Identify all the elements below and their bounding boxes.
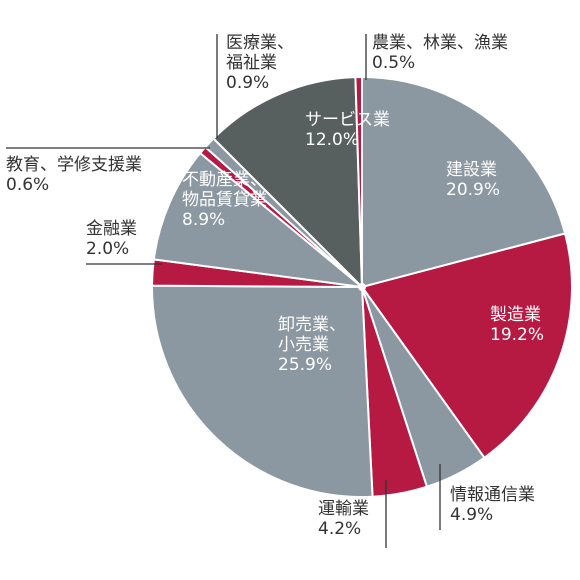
slice-name-2: 製造業 <box>490 305 541 325</box>
slice-label-8: 教育、学修支援業 0.6% <box>6 155 142 195</box>
slice-name-11: 農業、林業、漁業 <box>372 33 508 53</box>
slice-value-9: 0.9% <box>226 73 269 93</box>
slice-value-10: 12.0% <box>305 130 359 150</box>
slice-name-3: 情報通信業 <box>450 485 535 505</box>
pie-slice-7 <box>152 152 363 288</box>
slice-name-6: 金融業 <box>86 219 137 239</box>
pie-labels: 建設業 20.9%製造業 19.2%情報通信業 4.9%運輸業 4.2%卸売業、小売業 2… <box>6 33 544 548</box>
slice-value-1: 20.9% <box>446 180 500 200</box>
slice-label-11: 農業、林業、漁業 0.5% <box>372 33 508 73</box>
slice-label-5: 卸売業、小売業 25.9% <box>278 315 346 375</box>
slice-name-8: 教育、学修支援業 <box>6 155 142 175</box>
slice-value-11: 0.5% <box>372 53 415 73</box>
slice-label-7: 不動産業、物品賃貸業 8.9% <box>182 170 267 230</box>
pie-slice-10 <box>212 76 363 288</box>
slice-name-4: 運輸業 <box>318 499 369 519</box>
slice-value-2: 19.2% <box>490 325 544 345</box>
slice-name-1: 建設業 <box>446 160 497 180</box>
slice-label-9: 医療業、福祉業 0.9% <box>226 33 294 93</box>
pie-slice-1 <box>361 76 567 288</box>
slice-label-4: 運輸業 4.2% <box>318 499 369 539</box>
pie-slices <box>150 75 573 498</box>
pie-slice-2 <box>361 232 573 459</box>
slice-value-6: 2.0% <box>86 239 129 259</box>
slice-name-9: 福祉業 <box>226 53 277 73</box>
slice-label-10: サービス業 12.0% <box>305 110 390 150</box>
slice-name-10: サービス業 <box>305 110 390 130</box>
slice-label-1: 建設業 20.9% <box>446 160 500 200</box>
slice-name-5: 小売業 <box>278 335 329 355</box>
slice-name-9: 医療業、 <box>226 33 294 53</box>
slice-label-6: 金融業 2.0% <box>86 219 137 259</box>
slice-value-7: 8.9% <box>182 210 225 230</box>
slice-value-5: 25.9% <box>278 355 332 375</box>
slice-value-8: 0.6% <box>6 175 49 195</box>
slice-value-3: 4.9% <box>450 505 493 525</box>
pie-slice-5 <box>150 284 374 498</box>
slice-label-2: 製造業 19.2% <box>490 305 544 345</box>
slice-value-4: 4.2% <box>318 519 361 539</box>
center-dot <box>358 283 366 291</box>
slice-name-7: 不動産業、 <box>182 170 267 190</box>
slice-name-7: 物品賃貸業 <box>182 190 267 210</box>
pie-slice-11 <box>354 75 363 288</box>
slice-label-3: 情報通信業 4.9% <box>450 485 535 525</box>
slice-name-5: 卸売業、 <box>278 315 346 335</box>
